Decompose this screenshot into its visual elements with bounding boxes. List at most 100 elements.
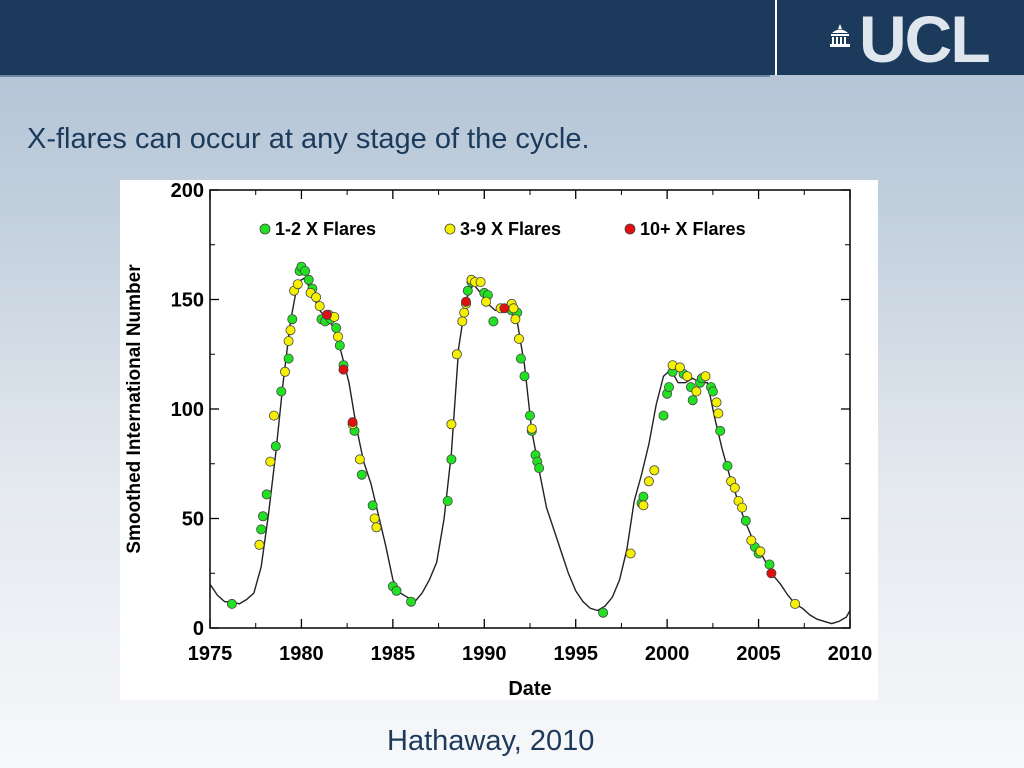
flare-point-1-2-x-flares bbox=[488, 316, 499, 327]
flare-point-3-9-x-flares bbox=[674, 362, 685, 373]
x-tick-label: 2005 bbox=[736, 643, 781, 665]
y-axis-label: Smoothed International Number bbox=[124, 264, 145, 554]
flare-point-1-2-x-flares bbox=[534, 463, 545, 474]
flare-point-3-9-x-flares bbox=[649, 465, 660, 476]
flare-point-1-2-x-flares bbox=[524, 410, 535, 421]
legend-label: 1-2 X Flares bbox=[275, 219, 376, 239]
flare-point-1-2-x-flares bbox=[638, 491, 649, 502]
flare-point-1-2-x-flares bbox=[707, 386, 718, 397]
flare-point-1-2-x-flares bbox=[356, 469, 367, 480]
flare-point-3-9-x-flares bbox=[746, 535, 757, 546]
flare-point-1-2-x-flares bbox=[764, 559, 775, 570]
flare-point-1-2-x-flares bbox=[261, 489, 272, 500]
flare-point-3-9-x-flares bbox=[475, 277, 486, 288]
flare-point-3-9-x-flares bbox=[691, 386, 702, 397]
y-tick-label: 50 bbox=[182, 509, 204, 531]
flare-point-3-9-x-flares bbox=[737, 502, 748, 513]
portico-icon bbox=[830, 24, 850, 47]
flare-point-3-9-x-flares bbox=[265, 456, 276, 467]
flare-point-3-9-x-flares bbox=[283, 336, 294, 347]
citation-caption: Hathaway, 2010 bbox=[387, 725, 595, 757]
flare-point-1-2-x-flares bbox=[715, 425, 726, 436]
x-tick-label: 1995 bbox=[553, 643, 598, 665]
flare-point-3-9-x-flares bbox=[371, 522, 382, 533]
flare-point-3-9-x-flares bbox=[711, 397, 722, 408]
flare-point-1-2-x-flares bbox=[257, 511, 268, 522]
flare-point-1-2-x-flares bbox=[442, 495, 453, 506]
flare-point-1-2-x-flares bbox=[270, 441, 281, 452]
flare-point-3-9-x-flares bbox=[526, 423, 537, 434]
legend-marker bbox=[259, 223, 271, 235]
flare-point-1-2-x-flares bbox=[331, 322, 342, 333]
flare-point-3-9-x-flares bbox=[755, 546, 766, 557]
flare-point-10-x-flares bbox=[321, 309, 332, 320]
flare-point-1-2-x-flares bbox=[462, 285, 473, 296]
flare-point-3-9-x-flares bbox=[285, 325, 296, 336]
header-divider bbox=[0, 75, 770, 77]
flare-point-3-9-x-flares bbox=[625, 548, 636, 559]
legend-label: 3-9 X Flares bbox=[460, 219, 561, 239]
flare-point-1-2-x-flares bbox=[722, 460, 733, 471]
flare-point-1-2-x-flares bbox=[446, 454, 457, 465]
x-tick-label: 2010 bbox=[828, 643, 873, 665]
flare-point-3-9-x-flares bbox=[508, 303, 519, 314]
flare-point-1-2-x-flares bbox=[276, 386, 287, 397]
flare-point-3-9-x-flares bbox=[369, 513, 380, 524]
flare-point-3-9-x-flares bbox=[311, 292, 322, 303]
flare-point-1-2-x-flares bbox=[664, 382, 675, 393]
y-tick-label: 100 bbox=[171, 399, 204, 421]
flare-point-3-9-x-flares bbox=[292, 279, 303, 290]
x-axis-label: Date bbox=[508, 678, 551, 700]
flare-point-3-9-x-flares bbox=[510, 314, 521, 325]
flare-point-3-9-x-flares bbox=[481, 296, 492, 307]
flare-point-1-2-x-flares bbox=[406, 596, 417, 607]
flare-point-1-2-x-flares bbox=[303, 274, 314, 285]
flare-point-1-2-x-flares bbox=[598, 607, 609, 618]
chart-svg: 1975 1980 1985 1990 1995 2000 2005 2010 0 50 100 15… bbox=[124, 180, 873, 700]
flare-point-3-9-x-flares bbox=[332, 331, 343, 342]
flare-point-3-9-x-flares bbox=[279, 366, 290, 377]
x-tick-label: 1990 bbox=[462, 643, 507, 665]
flare-point-10-x-flares bbox=[499, 303, 510, 314]
flare-point-1-2-x-flares bbox=[300, 266, 311, 277]
sunspot-chart: 1975 1980 1985 1990 1995 2000 2005 2010 0 50 100 15… bbox=[120, 180, 878, 700]
y-tick-label: 0 bbox=[193, 618, 204, 640]
flare-point-1-2-x-flares bbox=[367, 500, 378, 511]
x-tick-label: 2000 bbox=[645, 643, 690, 665]
flare-point-3-9-x-flares bbox=[682, 371, 693, 382]
flare-point-3-9-x-flares bbox=[729, 482, 740, 493]
flare-point-1-2-x-flares bbox=[283, 353, 294, 364]
flare-point-3-9-x-flares bbox=[643, 476, 654, 487]
flare-point-10-x-flares bbox=[766, 568, 777, 579]
y-tick-label: 200 bbox=[171, 180, 204, 202]
flare-point-1-2-x-flares bbox=[334, 340, 345, 351]
flare-point-1-2-x-flares bbox=[226, 598, 237, 609]
flare-point-3-9-x-flares bbox=[451, 349, 462, 360]
flare-point-3-9-x-flares bbox=[446, 419, 457, 430]
legend-marker bbox=[624, 223, 636, 235]
flare-point-3-9-x-flares bbox=[354, 454, 365, 465]
logo-wordmark: UCL bbox=[859, 2, 991, 76]
flare-point-3-9-x-flares bbox=[790, 598, 801, 609]
slide-title: X-flares can occur at any stage of the c… bbox=[27, 123, 590, 155]
flare-point-1-2-x-flares bbox=[287, 314, 298, 325]
ucl-logo: UCL bbox=[775, 0, 1024, 76]
flare-point-3-9-x-flares bbox=[457, 316, 468, 327]
legend-marker bbox=[444, 223, 456, 235]
flare-point-10-x-flares bbox=[338, 364, 349, 375]
flare-point-3-9-x-flares bbox=[459, 307, 470, 318]
flare-point-10-x-flares bbox=[347, 417, 358, 428]
flare-point-1-2-x-flares bbox=[740, 515, 751, 526]
flare-point-1-2-x-flares bbox=[658, 410, 669, 421]
flare-point-3-9-x-flares bbox=[254, 539, 265, 550]
flare-point-3-9-x-flares bbox=[713, 408, 724, 419]
flare-point-1-2-x-flares bbox=[519, 371, 530, 382]
sunspot-curve bbox=[209, 276, 851, 625]
flare-point-3-9-x-flares bbox=[700, 371, 711, 382]
flare-point-1-2-x-flares bbox=[391, 585, 402, 596]
x-tick-label: 1980 bbox=[279, 643, 324, 665]
flare-point-3-9-x-flares bbox=[314, 301, 325, 312]
flare-point-3-9-x-flares bbox=[513, 333, 524, 344]
flare-point-3-9-x-flares bbox=[638, 500, 649, 511]
flare-point-1-2-x-flares bbox=[515, 353, 526, 364]
